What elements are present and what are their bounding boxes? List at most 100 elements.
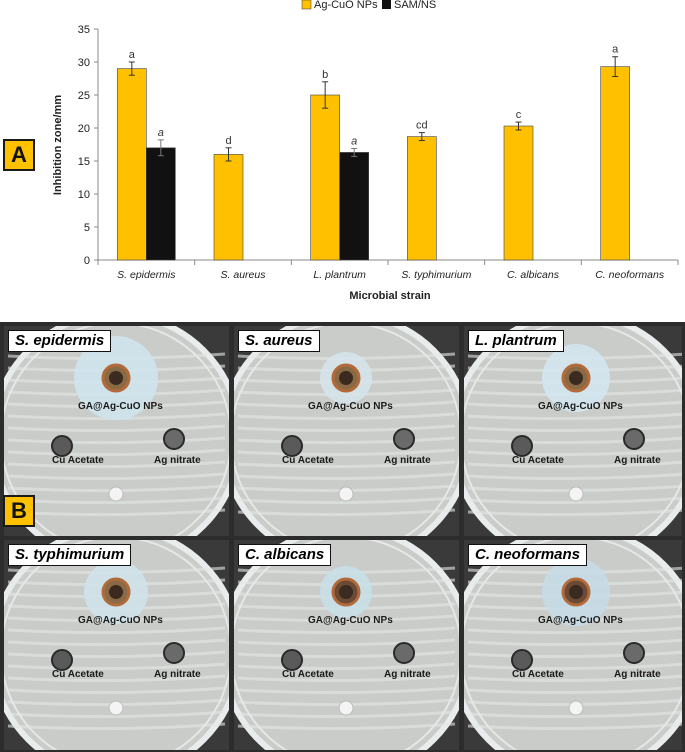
bar-sam-ns [146, 147, 176, 261]
bacterial-streak [7, 448, 226, 457]
bacterial-streak [237, 496, 456, 505]
control-disc [108, 486, 124, 502]
x-tick-label: S. epidermis [117, 269, 176, 281]
bacterial-streak [7, 686, 226, 695]
significance-label: c [516, 109, 522, 121]
x-tick-label: L. plantrum [313, 269, 366, 281]
significance-label: b [322, 69, 328, 81]
cu-acetate-label: Cu Acetate [52, 669, 104, 680]
y-tick-label: 30 [78, 57, 90, 69]
cu-acetate-well [281, 435, 303, 457]
bacterial-streak [467, 460, 682, 469]
bacterial-streak [467, 626, 682, 635]
bacterial-streak [467, 508, 682, 517]
cu-acetate-label: Cu Acetate [52, 455, 104, 466]
bar-ag-cuo [600, 66, 630, 261]
panel-label-b: B [3, 495, 35, 527]
bacterial-streak [237, 710, 456, 719]
ag-nitrate-label: Ag nitrate [614, 455, 661, 466]
plate-title: S. typhimurium [8, 544, 132, 566]
significance-label: cd [416, 120, 428, 132]
bacterial-streak [467, 448, 682, 457]
bacterial-streak [237, 424, 456, 433]
plate-title: C. albicans [238, 544, 332, 566]
petri-dish [4, 326, 229, 536]
ag-nitrate-well [623, 642, 645, 664]
significance-label: a [158, 127, 164, 139]
cu-acetate-well [511, 649, 533, 671]
np-well-center [109, 585, 123, 599]
y-tick-label: 0 [84, 255, 90, 267]
petri-dish [234, 326, 459, 536]
np-well-label: GA@Ag-CuO NPs [78, 401, 163, 412]
np-well-label: GA@Ag-CuO NPs [308, 401, 393, 412]
bacterial-streak [237, 650, 456, 659]
cu-acetate-label: Cu Acetate [282, 455, 334, 466]
significance-label: a [351, 135, 357, 147]
x-tick-label: S. aureus [221, 269, 267, 281]
plate-s-typhimurium: S. typhimurium GA@Ag-CuO NPs Cu Acetate … [4, 540, 229, 750]
ag-nitrate-well [393, 642, 415, 664]
np-well-center [339, 585, 353, 599]
x-axis-title: Microbial strain [349, 290, 431, 302]
bar-ag-cuo [117, 68, 147, 261]
control-disc [108, 700, 124, 716]
petri-dish [234, 540, 459, 750]
bacterial-streak [237, 412, 456, 421]
np-well-center [569, 585, 583, 599]
cu-acetate-well [281, 649, 303, 671]
control-disc [338, 700, 354, 716]
bacterial-streak [237, 448, 456, 457]
significance-label: a [129, 49, 136, 61]
plate-s-aureus: S. aureus GA@Ag-CuO NPs Cu Acetate Ag ni… [234, 326, 459, 536]
cu-acetate-label: Cu Acetate [512, 669, 564, 680]
legend-label-sam-ns: SAM/NS [394, 0, 436, 11]
bacterial-streak [7, 638, 226, 647]
ag-nitrate-label: Ag nitrate [614, 669, 661, 680]
plate-c-neoformans: C. neoformans GA@Ag-CuO NPs Cu Acetate A… [464, 540, 682, 750]
bacterial-streak [467, 436, 682, 445]
bacterial-streak [7, 626, 226, 635]
bacterial-streak [467, 686, 682, 695]
y-tick-label: 20 [78, 123, 90, 135]
bacterial-streak [237, 436, 456, 445]
cu-acetate-well [511, 435, 533, 457]
bacterial-streak [467, 674, 682, 683]
plate-c-albicans: C. albicans GA@Ag-CuO NPs Cu Acetate Ag … [234, 540, 459, 750]
ag-nitrate-label: Ag nitrate [384, 455, 431, 466]
np-well-label: GA@Ag-CuO NPs [538, 401, 623, 412]
plate-s-epidermis: S. epidermis GA@Ag-CuO NPs Cu Acetate Ag… [4, 326, 229, 536]
y-tick-label: 35 [78, 24, 90, 36]
plate-title: S. epidermis [8, 330, 112, 352]
bacterial-streak [237, 638, 456, 647]
petri-dish [464, 326, 682, 536]
np-well-center [109, 371, 123, 385]
np-well-center [339, 371, 353, 385]
plate-title: C. neoformans [468, 544, 588, 566]
bacterial-streak [7, 710, 226, 719]
bar-ag-cuo [310, 94, 340, 261]
np-well-label: GA@Ag-CuO NPs [538, 615, 623, 626]
petri-dish [464, 540, 682, 750]
bacterial-streak [7, 436, 226, 445]
np-well-center [569, 371, 583, 385]
bar-sam-ns [339, 152, 369, 261]
petri-dish [4, 540, 229, 750]
plate-title: S. aureus [238, 330, 320, 352]
bar-chart: Ag-CuO NPs SAM/NS Inhibition zone/mm Mic… [0, 0, 685, 318]
bacterial-streak [467, 472, 682, 481]
y-tick-label: 10 [78, 189, 90, 201]
legend-swatch-ag-cuo [301, 0, 312, 10]
bacterial-streak [237, 508, 456, 517]
bacterial-streak [467, 710, 682, 719]
cu-acetate-well [51, 435, 73, 457]
bacterial-streak [7, 674, 226, 683]
bacterial-streak [237, 674, 456, 683]
cu-acetate-label: Cu Acetate [512, 455, 564, 466]
chart-canvas: Ag-CuO NPs SAM/NS Inhibition zone/mm Mic… [52, 0, 679, 302]
legend-swatch-sam-ns [382, 0, 391, 9]
ag-nitrate-well [163, 642, 185, 664]
bacterial-streak [7, 472, 226, 481]
bacterial-streak [7, 722, 226, 731]
bacterial-streak [7, 424, 226, 433]
